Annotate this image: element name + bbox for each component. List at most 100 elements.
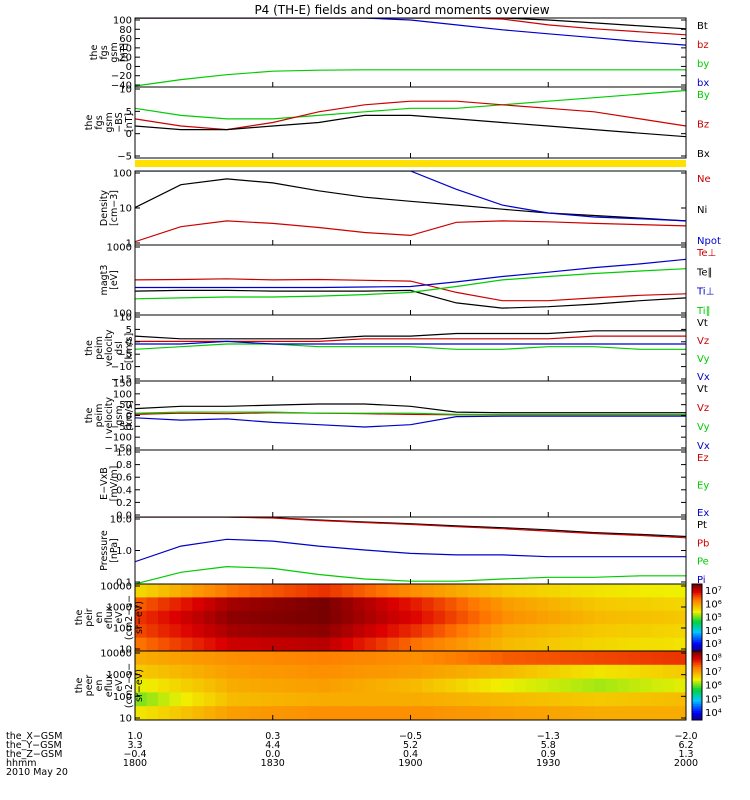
spectrogram-cell: [513, 651, 526, 666]
spectrogram-cell: [594, 584, 607, 598]
spectrogram-cell: [433, 637, 446, 651]
colorbar-segment: [692, 708, 702, 712]
spectrogram-cell: [651, 637, 664, 651]
spectrogram-cell: [663, 584, 676, 598]
spectrogram-cell: [180, 692, 193, 707]
spectrogram-cell: [467, 706, 480, 720]
spectrogram-cell: [307, 678, 320, 693]
y-tick-label: 1.0: [116, 448, 132, 459]
colorbar-segment: [692, 701, 702, 705]
spectrogram-cell: [559, 610, 572, 625]
spectrogram-cell: [203, 678, 216, 693]
ylabel-line: sr−eV): [134, 601, 145, 634]
spectrogram-cell: [479, 664, 492, 680]
spectrogram-cell: [226, 610, 239, 625]
spectrogram-cell: [157, 637, 171, 651]
spectrogram-cell: [192, 678, 205, 693]
colorbar-tick-label: 10⁷: [705, 586, 722, 597]
spectrogram-cell: [157, 678, 171, 693]
legend-label: Ni: [697, 205, 707, 216]
colorbar-tick-label: 10⁸: [705, 653, 722, 664]
y-tick-label: 5: [126, 107, 132, 118]
spectrogram-cell: [548, 706, 561, 720]
spectrogram-cell: [330, 597, 343, 612]
spectrogram-cell: [341, 664, 354, 680]
spectrogram-cell: [605, 637, 618, 651]
spectrogram-cell: [640, 624, 653, 639]
colorbar-segment: [692, 692, 702, 696]
series-line-Ne: [135, 220, 686, 243]
colorbar-segment: [692, 674, 702, 677]
spectrogram-cell: [502, 664, 515, 680]
series-line-Vx: [135, 415, 686, 428]
spectrogram-cell: [674, 624, 686, 639]
spectrogram-cell: [582, 637, 595, 651]
spectrogram-cell: [605, 664, 618, 680]
colorbar-segment: [692, 588, 702, 592]
spectrogram-cell: [353, 637, 366, 651]
colorbar-segment: [692, 655, 702, 659]
colorbar-segment: [692, 586, 702, 589]
ylabel-line: peim: [94, 404, 105, 428]
colorbar-tick-label: 10⁴: [705, 626, 722, 637]
spectrogram-cell: [157, 624, 171, 639]
axis-row-value: 1900: [398, 758, 422, 769]
panel-9: the peir en eflux eV (cm2−s− sr−eV)10000 1000 10…: [74, 582, 722, 656]
colorbar-segment: [692, 657, 702, 661]
colorbar-tick-label: 10³: [705, 639, 722, 650]
spectrogram-cell: [536, 610, 549, 625]
spectrogram-cell: [376, 706, 389, 720]
spectrogram-cell: [284, 692, 297, 707]
spectrogram-cell: [192, 610, 205, 625]
spectrogram-cell: [330, 624, 343, 639]
spectrogram-cell: [490, 610, 503, 625]
spectrogram-cell: [433, 651, 446, 666]
spectrogram-cell: [215, 692, 228, 707]
ylabel-line: peer: [84, 675, 95, 697]
spectrogram-cell: [180, 706, 193, 720]
spectrogram-cell: [272, 584, 285, 598]
colorbar-segment: [692, 648, 702, 652]
spectrogram-cell: [444, 584, 458, 598]
y-tick-label: 0.0: [116, 511, 132, 522]
spectrogram-cell: [203, 706, 216, 720]
spectrogram-cell: [513, 692, 526, 707]
spectrogram-cell: [571, 706, 584, 720]
spectrogram-cell: [399, 706, 412, 720]
colorbar-segment: [692, 687, 702, 691]
spectrogram-cell: [399, 692, 412, 707]
spectrogram-cell: [605, 678, 618, 693]
spectrogram-cell: [433, 610, 446, 625]
spectrogram-cell: [226, 637, 239, 651]
ylabel-line: Density: [99, 190, 110, 226]
spectrogram-cell: [180, 664, 193, 680]
spectrogram-cell: [640, 651, 653, 666]
spectrogram-cell: [571, 624, 584, 639]
spectrogram-cell: [663, 678, 676, 693]
spectrogram-cell: [364, 692, 377, 707]
spectrogram-cell: [318, 706, 331, 720]
y-tick-label: −150: [105, 444, 132, 455]
ylabel-line: (cm2−s−: [124, 663, 135, 708]
colorbar-tick-label: 10⁶: [705, 599, 722, 610]
spectrogram-cell: [180, 678, 193, 693]
spectrogram-cell: [157, 584, 171, 598]
spectrogram-cell: [272, 692, 285, 707]
axis-row-value: 4.4: [265, 740, 280, 751]
spectrogram-cell: [571, 584, 584, 598]
spectrogram-cell: [456, 692, 469, 707]
spectrogram-cell: [663, 637, 676, 651]
spectrogram-cell: [364, 706, 377, 720]
series-line-Te∥: [135, 289, 686, 309]
spectrogram-cell: [341, 678, 354, 693]
spectrogram-cell: [272, 637, 285, 651]
spectrogram-cell: [307, 692, 320, 707]
spectrogram-cell: [617, 637, 630, 651]
spectrogram-cell: [364, 610, 377, 625]
panel-frame: [134, 244, 687, 316]
spectrogram-cell: [479, 706, 492, 720]
spectrogram-cell: [433, 678, 446, 693]
spectrogram-cell: [203, 584, 216, 598]
colorbar-tick-label: 10⁷: [705, 667, 722, 678]
y-tick-label: 20: [119, 53, 132, 64]
